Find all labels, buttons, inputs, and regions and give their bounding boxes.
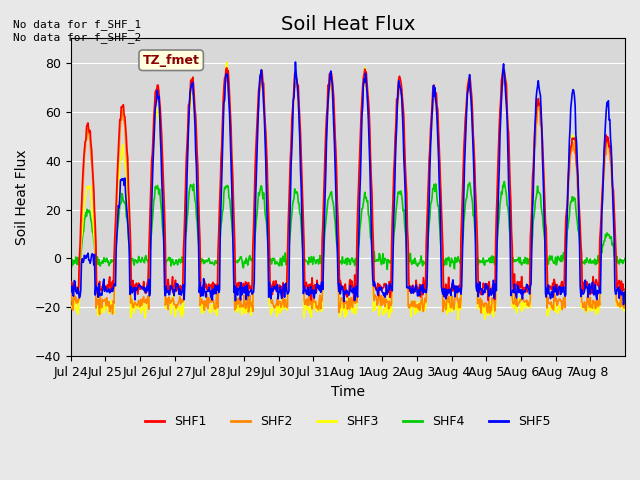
Title: Soil Heat Flux: Soil Heat Flux (280, 15, 415, 34)
Y-axis label: Soil Heat Flux: Soil Heat Flux (15, 149, 29, 245)
Text: No data for f_SHF_1
No data for f_SHF_2: No data for f_SHF_1 No data for f_SHF_2 (13, 19, 141, 43)
X-axis label: Time: Time (331, 384, 365, 398)
Legend: SHF1, SHF2, SHF3, SHF4, SHF5: SHF1, SHF2, SHF3, SHF4, SHF5 (140, 410, 556, 433)
Text: TZ_fmet: TZ_fmet (143, 54, 200, 67)
